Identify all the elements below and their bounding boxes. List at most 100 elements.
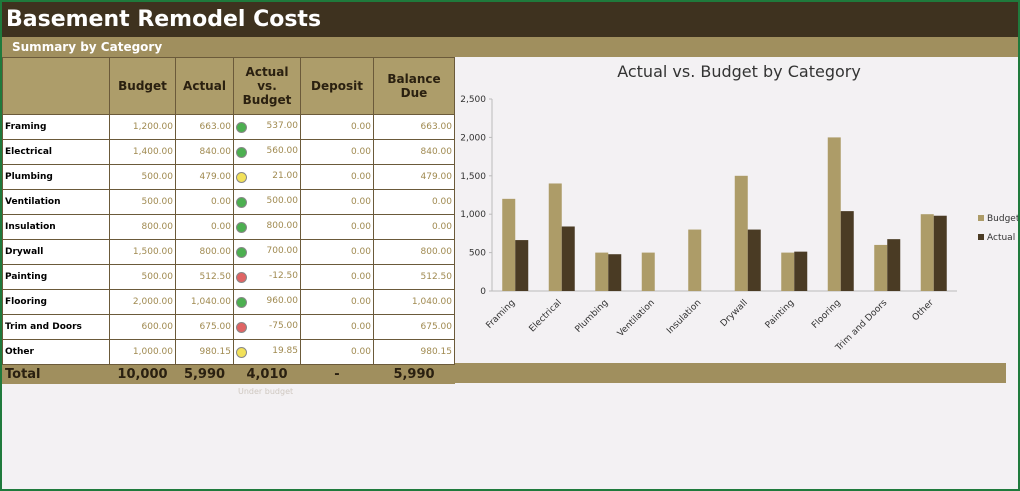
actual-cell: 0.00	[175, 189, 234, 215]
deposit-cell: 0.00	[300, 264, 374, 290]
balance-due-cell: 980.15	[373, 339, 455, 365]
difference-value: -75.00	[268, 321, 298, 331]
budget-cell: 500.00	[109, 164, 176, 190]
deposit-cell: 0.00	[300, 189, 374, 215]
total-cell: 4,010	[233, 364, 301, 384]
category-cell: Painting	[2, 264, 110, 290]
bar	[747, 229, 761, 291]
header-cell: Deposit	[300, 57, 374, 115]
budget-cell: 1,200.00	[109, 114, 176, 140]
status-dot	[236, 322, 247, 333]
difference-cell: 800.00	[233, 214, 301, 240]
table-row: Plumbing 500.00 479.00 21.00 0.00 479.00	[2, 164, 455, 190]
x-tick-label: Plumbing	[574, 298, 611, 335]
total-row: Total 10,000 5,990 4,010-5,990	[2, 364, 455, 384]
summary-table: Budget Actual Actual vs. Budget Deposit Bala…	[2, 57, 455, 384]
deposit-cell: 0.00	[300, 289, 374, 315]
y-tick-label: 0	[480, 287, 486, 297]
status-dot	[236, 172, 247, 183]
total-cell: Total	[2, 364, 110, 384]
deposit-cell: 0.00	[300, 139, 374, 165]
budget-cell: 500.00	[109, 189, 176, 215]
actual-cell: 0.00	[175, 214, 234, 240]
y-tick-label: 2,000	[460, 133, 486, 143]
status-dot	[236, 347, 247, 358]
status-dot	[236, 197, 247, 208]
difference-value: 500.00	[266, 196, 299, 206]
difference-value: 700.00	[266, 246, 299, 256]
header-cell: Budget	[109, 57, 176, 115]
bar	[827, 137, 841, 291]
balance-due-cell: 800.00	[373, 239, 455, 265]
difference-cell: -75.00	[233, 314, 301, 340]
deposit-cell: 0.00	[300, 214, 374, 240]
difference-cell: -12.50	[233, 264, 301, 290]
table-row: Flooring 2,000.00 1,040.00 960.00 0.00 1,040.…	[2, 289, 455, 315]
total-cell: -	[300, 364, 374, 384]
chart: Actual vs. Budget by Category 0 500 1,000 1…	[460, 62, 1018, 354]
balance-due-cell: 512.50	[373, 264, 455, 290]
difference-cell: 21.00	[233, 164, 301, 190]
bar	[515, 240, 529, 291]
bar	[874, 244, 888, 291]
legend-swatch	[978, 234, 984, 240]
bar	[887, 239, 901, 291]
total-band	[452, 363, 1006, 383]
header-cell: Actual	[175, 57, 234, 115]
y-tick-label: 1,500	[460, 172, 486, 182]
table-row: Framing 1,200.00 663.00 537.00 0.00 663.00	[2, 114, 455, 140]
category-cell: Plumbing	[2, 164, 110, 190]
subtitle: Summary by Category	[2, 37, 1018, 57]
budget-cell: 2,000.00	[109, 289, 176, 315]
bar	[840, 211, 854, 291]
status-dot	[236, 272, 247, 283]
difference-value: 560.00	[266, 146, 299, 156]
bar	[781, 252, 795, 291]
difference-value: 21.00	[272, 171, 298, 181]
header-cell	[2, 57, 110, 115]
status-dot	[236, 147, 247, 158]
status-dot	[236, 297, 247, 308]
total-cell: 5,990	[373, 364, 455, 384]
total-cell: 10,000	[109, 364, 176, 384]
difference-value: 19.85	[272, 346, 298, 356]
balance-due-cell: 0.00	[373, 214, 455, 240]
category-cell: Insulation	[2, 214, 110, 240]
difference-value: -12.50	[268, 271, 298, 281]
table-row: Ventilation 500.00 0.00 500.00 0.00 0.00	[2, 189, 455, 215]
actual-cell: 840.00	[175, 139, 234, 165]
legend-label: Budget	[987, 214, 1018, 224]
x-tick-label: Trim and Doors	[833, 298, 889, 354]
deposit-cell: 0.00	[300, 314, 374, 340]
y-tick-label: 2,500	[460, 95, 486, 105]
total-cell: 5,990	[175, 364, 234, 384]
difference-value: 537.00	[266, 121, 299, 131]
category-cell: Ventilation	[2, 189, 110, 215]
bar	[688, 229, 702, 291]
category-cell: Framing	[2, 114, 110, 140]
bar	[641, 252, 655, 291]
balance-due-cell: 663.00	[373, 114, 455, 140]
x-tick-label: Other	[911, 298, 936, 323]
bar	[561, 226, 575, 291]
header-cell: Balance Due	[373, 57, 455, 115]
actual-cell: 800.00	[175, 239, 234, 265]
actual-cell: 675.00	[175, 314, 234, 340]
budget-cell: 800.00	[109, 214, 176, 240]
budget-cell: 500.00	[109, 264, 176, 290]
actual-cell: 663.00	[175, 114, 234, 140]
table-row: Electrical 1,400.00 840.00 560.00 0.00 840.00	[2, 139, 455, 165]
difference-cell: 500.00	[233, 189, 301, 215]
category-cell: Drywall	[2, 239, 110, 265]
table-row: Insulation 800.00 0.00 800.00 0.00 0.00	[2, 214, 455, 240]
bar	[734, 175, 748, 291]
x-tick-label: Framing	[485, 298, 518, 331]
deposit-cell: 0.00	[300, 239, 374, 265]
table-row: Trim and Doors 600.00 675.00 -75.00 0.00 675.…	[2, 314, 455, 340]
balance-due-cell: 0.00	[373, 189, 455, 215]
status-dot	[236, 222, 247, 233]
category-cell: Flooring	[2, 289, 110, 315]
x-tick-label: Ventilation	[616, 298, 657, 339]
bar	[933, 215, 947, 291]
